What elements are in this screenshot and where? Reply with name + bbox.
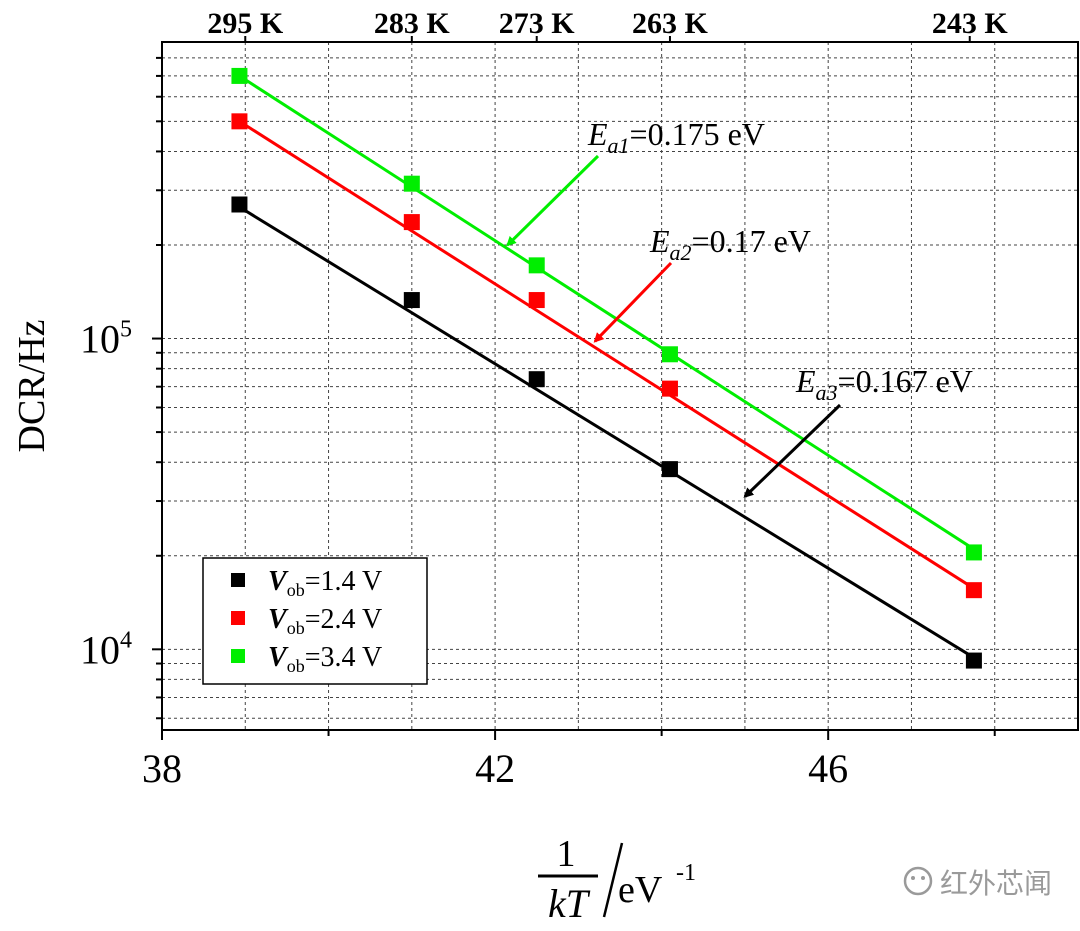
fit-line	[238, 205, 975, 659]
data-point	[965, 582, 982, 599]
legend-marker	[231, 649, 245, 663]
data-point	[403, 292, 420, 309]
annotation-label: Ea2=0.17 eV	[649, 223, 811, 265]
data-point	[231, 67, 248, 84]
fit-line	[238, 74, 975, 551]
x-label-denominator: kT	[548, 881, 591, 926]
legend-marker	[231, 573, 245, 587]
legend-label: Vob=3.4 V	[268, 642, 382, 676]
data-point	[528, 292, 545, 309]
x-label-unit: eV	[618, 869, 663, 911]
data-point	[965, 544, 982, 561]
watermark: 红外芯闻	[903, 866, 1052, 899]
legend-label: Vob=1.4 V	[268, 566, 382, 600]
data-point	[403, 175, 420, 192]
top-axis-label: 263 K	[632, 7, 709, 40]
legend: Vob=1.4 V Vob=2.4 V Vob=3.4 V	[202, 557, 428, 685]
legend-marker	[231, 611, 245, 625]
x-tick-label: 42	[475, 746, 515, 791]
data-point	[528, 257, 545, 274]
x-label-numerator: 1	[557, 833, 576, 875]
data-point	[403, 214, 420, 231]
annotation-arrow	[743, 403, 842, 499]
x-label-slash	[602, 842, 624, 918]
watermark-text: 红外芯闻	[940, 868, 1052, 899]
wechat-icon-dot	[921, 876, 925, 880]
data-point	[231, 113, 248, 130]
data-point	[661, 380, 678, 397]
x-tick-label: 38	[142, 746, 182, 791]
top-axis-label: 273 K	[499, 7, 576, 40]
x-label-unit-exponent: -1	[676, 860, 696, 886]
x-tick-label: 46	[808, 746, 848, 791]
annotation-label: Ea1=0.175 eV	[587, 116, 765, 158]
data-point	[231, 196, 248, 213]
x-axis-label: 1 kT eV -1	[538, 833, 696, 926]
data-point	[661, 461, 678, 478]
axes: 38 42 46 295 K 283 K 273 K 263 K 243 K 104 105	[80, 7, 1008, 791]
fit-line	[238, 120, 975, 590]
legend-label: Vob=2.4 V	[268, 604, 382, 638]
wechat-icon	[903, 866, 933, 896]
y-tick-label: 104	[80, 627, 132, 672]
annotations: Ea1=0.175 eV Ea2=0.17 eV Ea3=0.167 eV	[506, 116, 973, 499]
y-tick-label: 105	[80, 317, 132, 362]
data-point	[661, 346, 678, 363]
top-axis-label: 283 K	[374, 7, 451, 40]
annotation-arrow	[506, 154, 600, 247]
grid-lines	[162, 42, 1079, 730]
top-axis-label: 243 K	[932, 7, 1009, 40]
wechat-icon-dot	[911, 876, 915, 880]
top-axis-label: 295 K	[207, 7, 284, 40]
y-axis-label: DCR/Hz	[11, 320, 53, 453]
data-point	[965, 652, 982, 669]
annotation-arrow	[593, 261, 673, 343]
data-points	[231, 67, 982, 669]
fit-lines	[238, 74, 975, 659]
annotation-label: Ea3=0.167 eV	[795, 363, 973, 405]
data-point	[528, 371, 545, 388]
